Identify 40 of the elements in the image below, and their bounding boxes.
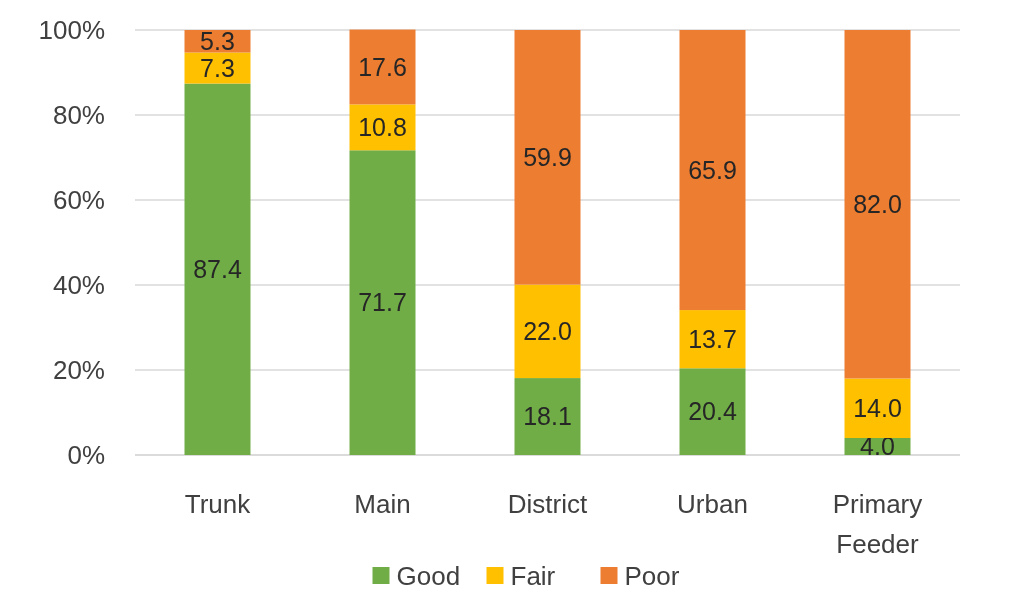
x-tick-label: Trunk	[184, 489, 252, 519]
data-label: 65.9	[688, 155, 737, 184]
bar	[844, 30, 911, 379]
data-label: 10.8	[358, 113, 407, 142]
y-tick-label: 0%	[67, 440, 105, 471]
x-tick-label: Primary Feeder	[832, 489, 923, 559]
data-label: 4.0	[860, 432, 895, 461]
bar	[514, 30, 581, 285]
bar	[679, 310, 746, 369]
data-label: 18.1	[523, 402, 572, 431]
data-label: 14.0	[853, 394, 902, 422]
data-label: 59.9	[523, 143, 572, 172]
legend-label: Good	[396, 561, 461, 592]
bar	[349, 29, 416, 105]
bar	[844, 378, 911, 438]
x-tick-label: Urban	[677, 489, 748, 519]
x-tick-label: District	[507, 489, 588, 519]
legend-label: Fair	[510, 561, 556, 592]
bar	[184, 83, 251, 455]
data-label: 13.7	[688, 324, 737, 353]
bar	[349, 150, 416, 455]
y-tick-label: 20%	[52, 355, 105, 386]
bar	[514, 284, 581, 379]
data-label: 20.4	[688, 397, 737, 426]
x-tick-label: Main	[354, 489, 411, 519]
bar	[679, 30, 746, 311]
data-label: 82.0	[853, 190, 902, 218]
data-label: 7.3	[200, 53, 235, 82]
y-tick-label: 80%	[52, 100, 105, 131]
data-label: 22.0	[523, 317, 572, 346]
y-tick-label: 100%	[38, 15, 105, 46]
y-tick-label: 60%	[52, 185, 105, 216]
y-tick-label: 40%	[52, 270, 105, 301]
legend-label: Poor	[624, 561, 680, 592]
data-label: 71.7	[358, 288, 407, 317]
data-label: 17.6	[358, 52, 407, 81]
bar	[514, 378, 581, 455]
bar	[679, 368, 746, 455]
data-label: 87.4	[193, 255, 242, 284]
data-label: 5.3	[200, 27, 235, 56]
